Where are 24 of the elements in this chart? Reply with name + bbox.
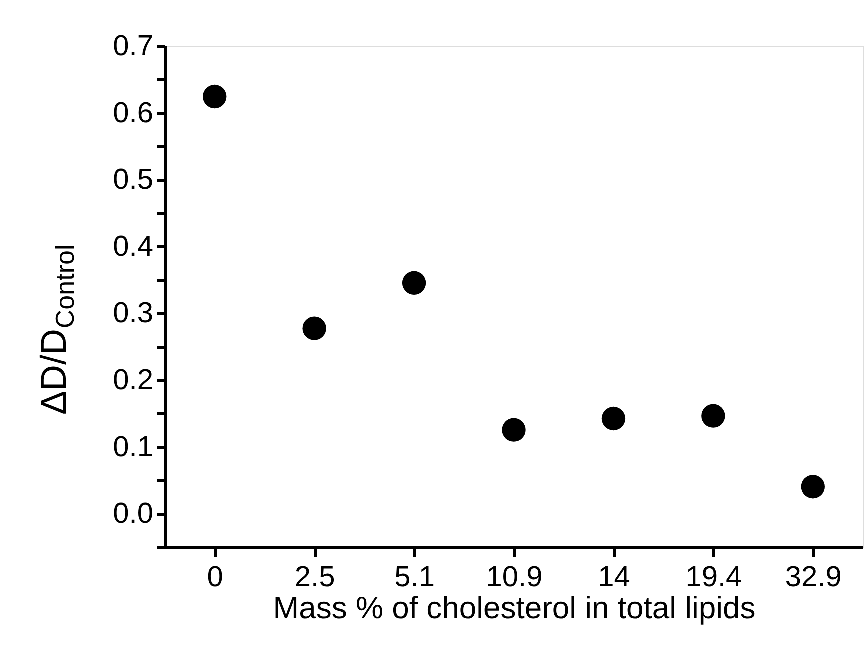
x-axis-title: Mass % of cholesterol in total lipids [273,590,756,626]
x-tick-label: 19.4 [686,562,742,594]
y-axis-title: ΔD/DControl [33,244,80,415]
x-tick-label: 32.9 [785,562,842,594]
x-tick-label: 5.1 [394,562,435,594]
point [402,271,426,295]
x-tick-label: 2.5 [294,562,336,594]
y-tick-label: 0.3 [113,298,154,330]
y-tick-label: 0.2 [113,364,154,396]
point [203,84,227,109]
y-tick-label: 0.1 [113,431,154,464]
x-tick-label: 10.9 [486,562,543,594]
point [801,475,825,499]
y-tick-label: 0.0 [113,498,154,530]
y-tick-label: 0.5 [113,164,154,196]
x-tick-label: 14 [598,562,630,594]
point [702,404,726,428]
point [602,406,626,431]
y-tick-label: 0.6 [113,97,154,130]
y-tick-label: 0.4 [113,230,154,263]
x-tick-label: 0 [207,562,224,594]
point [302,316,326,340]
y-tick-label: 0.7 [113,30,154,62]
point [502,418,526,442]
